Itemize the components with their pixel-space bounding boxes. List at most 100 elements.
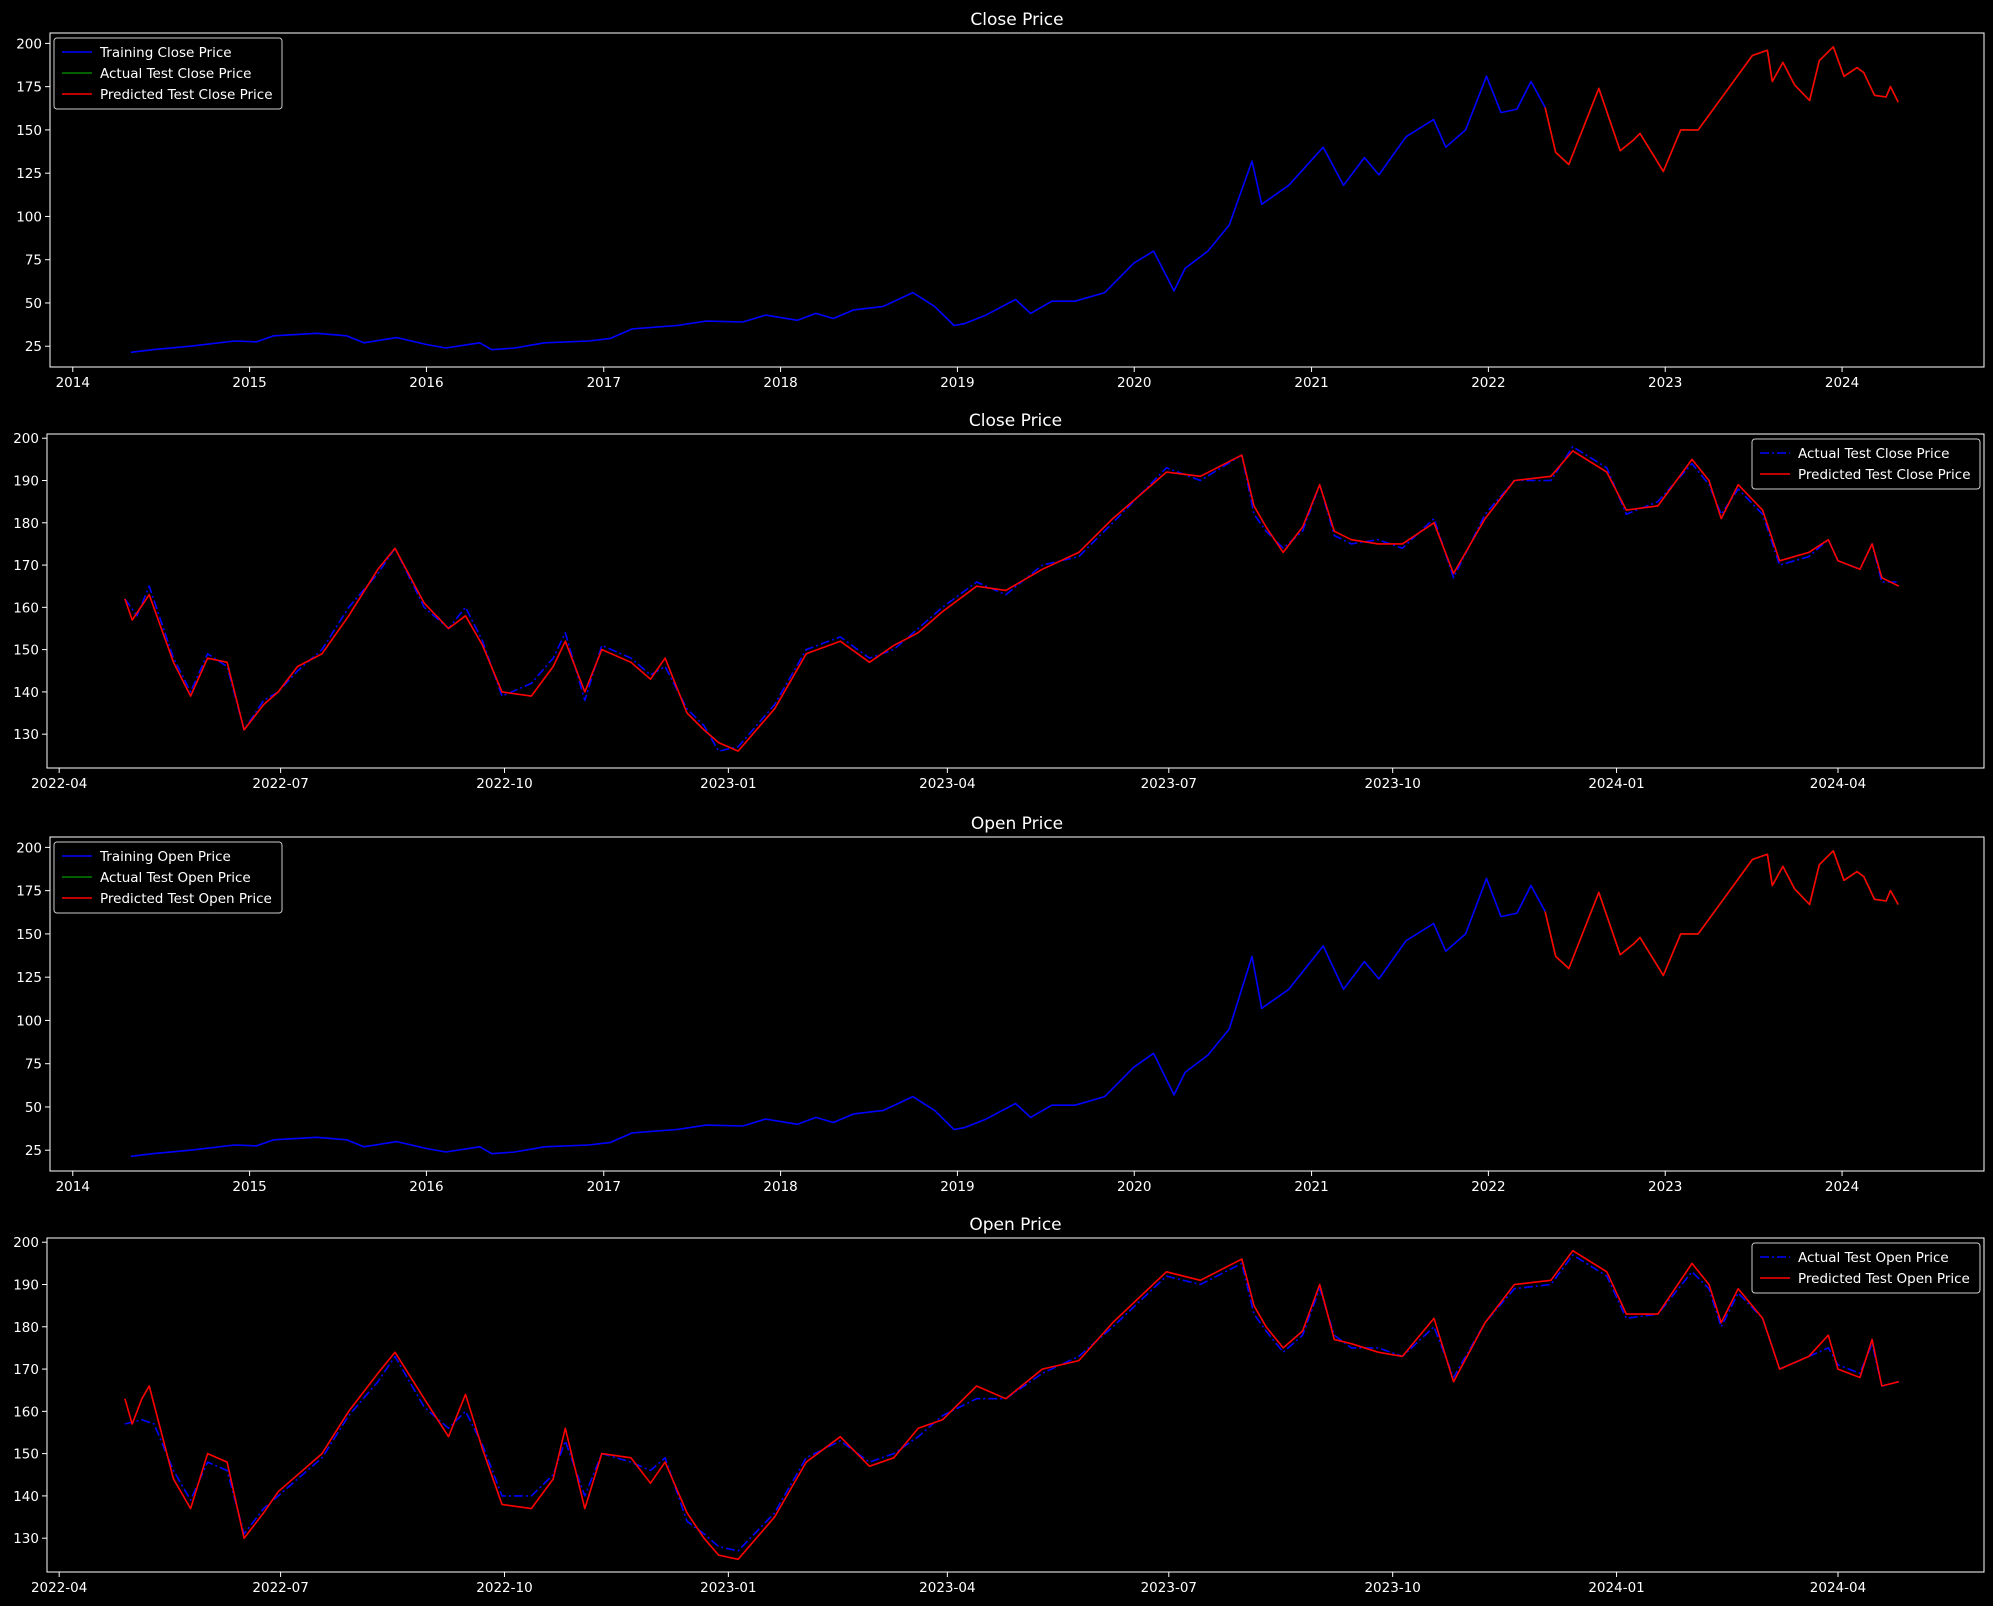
legend-label: Actual Test Open Price <box>100 870 251 886</box>
y-tick-label: 50 <box>25 296 42 312</box>
chart-panel-2: Close Price 2022-04 2022-07 2022-10 2023-01 2… <box>13 411 1985 792</box>
y-tick-label: 175 <box>16 884 42 900</box>
y-tick-label: 130 <box>13 1531 39 1547</box>
series-line-3 <box>1544 849 1899 977</box>
legend-label: Actual Test Close Price <box>1798 446 1949 462</box>
x-tick-label: 2023-07 <box>1141 1580 1197 1596</box>
y-tick-label: 100 <box>16 209 42 225</box>
x-tick-label: 2023-01 <box>700 776 756 792</box>
x-tick-label: 2020 <box>1117 1179 1151 1195</box>
x-tick-label: 2024-01 <box>1588 776 1644 792</box>
chart-title: Open Price <box>969 1215 1061 1235</box>
x-tick-label: 2023 <box>1648 375 1682 391</box>
x-tick-label: 2023-10 <box>1364 1580 1420 1596</box>
x-tick-label: 2023-04 <box>919 1580 975 1596</box>
x-tick-label: 2024 <box>1825 375 1859 391</box>
series-line-3 <box>1544 45 1899 173</box>
x-tick-label: 2023-10 <box>1364 776 1420 792</box>
x-tick-label: 2023-04 <box>919 776 975 792</box>
y-tick-label: 200 <box>16 840 42 856</box>
x-tick-label: 2015 <box>232 375 266 391</box>
y-tick-label: 25 <box>25 339 42 355</box>
x-tick-label: 2017 <box>587 1179 621 1195</box>
chart-panel-4: Open Price 2022-04 2022-07 2022-10 2023-01 20… <box>13 1215 1985 1596</box>
x-tick-label: 2020 <box>1117 375 1151 391</box>
x-tick-label: 2018 <box>763 375 797 391</box>
x-tick-label: 2021 <box>1294 1179 1328 1195</box>
y-tick-label: 140 <box>13 1489 39 1505</box>
x-tick-label: 2022-07 <box>252 776 308 792</box>
legend-box <box>1751 1242 1981 1294</box>
y-tick-label: 50 <box>25 1100 42 1116</box>
x-tick-label: 2017 <box>587 375 621 391</box>
y-tick-label: 125 <box>16 970 42 986</box>
charts-layer: Close Price 2014 2015 2016 2017 2018 2019 2020 2… <box>13 10 1985 1596</box>
x-tick-label: 2022-04 <box>31 1580 87 1596</box>
chart-title: Close Price <box>970 10 1063 30</box>
y-tick-label: 200 <box>16 36 42 52</box>
legend-label: Predicted Test Open Price <box>1798 1271 1970 1287</box>
legend-label: Predicted Test Close Price <box>1798 467 1971 483</box>
legend-box <box>53 841 283 914</box>
legend: Actual Test Close Price Predicted Test Cl… <box>1751 438 1981 490</box>
x-tick-label: 2019 <box>940 1179 974 1195</box>
y-tick-label: 200 <box>13 431 39 447</box>
legend-label: Actual Test Open Price <box>1798 1250 1949 1266</box>
axes-frame <box>49 32 1985 368</box>
legend: Training Open Price Actual Test Open Pric… <box>53 841 283 914</box>
series-line-2 <box>124 450 1900 752</box>
y-tick-label: 100 <box>16 1013 42 1029</box>
y-tick-label: 150 <box>13 643 39 659</box>
y-tick-label: 180 <box>13 1320 39 1336</box>
x-tick-label: 2021 <box>1294 375 1328 391</box>
chart-panel-1: Close Price 2014 2015 2016 2017 2018 2019 2020 2… <box>16 10 1985 391</box>
legend-label: Training Close Price <box>99 45 232 61</box>
y-tick-label: 170 <box>13 1362 39 1378</box>
legend-label: Training Open Price <box>99 849 231 865</box>
x-tick-label: 2024 <box>1825 1179 1859 1195</box>
legend-box <box>1751 438 1981 490</box>
x-tick-label: 2015 <box>232 1179 266 1195</box>
series-line-2 <box>124 1249 1899 1561</box>
x-tick-label: 2022 <box>1471 1179 1505 1195</box>
series-line-1 <box>130 877 1546 1158</box>
y-tick-label: 150 <box>16 927 42 943</box>
x-tick-label: 2014 <box>56 375 90 391</box>
y-tick-label: 140 <box>13 685 39 701</box>
axes-frame <box>49 836 1985 1172</box>
x-tick-label: 2023 <box>1648 1179 1682 1195</box>
chart-title: Open Price <box>971 814 1063 834</box>
x-tick-label: 2023-01 <box>700 1580 756 1596</box>
x-tick-label: 2022-10 <box>476 1580 532 1596</box>
y-tick-label: 160 <box>13 600 39 616</box>
y-tick-label: 200 <box>13 1235 39 1251</box>
series-line-1 <box>124 445 1899 752</box>
y-tick-label: 125 <box>16 166 42 182</box>
y-tick-label: 75 <box>25 253 42 269</box>
y-tick-label: 150 <box>13 1447 39 1463</box>
x-tick-label: 2022-10 <box>476 776 532 792</box>
legend-label: Predicted Test Close Price <box>100 87 273 103</box>
series-group <box>124 1249 1899 1561</box>
series-group <box>130 849 1899 1158</box>
y-tick-label: 160 <box>13 1404 39 1420</box>
x-tick-label: 2024-04 <box>1810 1580 1866 1596</box>
x-tick-label: 2016 <box>409 375 443 391</box>
y-tick-label: 130 <box>13 727 39 743</box>
y-tick-label: 25 <box>25 1143 42 1159</box>
y-tick-label: 180 <box>13 516 39 532</box>
legend-label: Actual Test Close Price <box>100 66 251 82</box>
x-tick-label: 2014 <box>56 1179 90 1195</box>
y-tick-label: 75 <box>25 1057 42 1073</box>
y-tick-label: 170 <box>13 558 39 574</box>
legend: Actual Test Open Price Predicted Test Ope… <box>1751 1242 1981 1294</box>
x-tick-label: 2024-01 <box>1588 1580 1644 1596</box>
x-tick-label: 2022-04 <box>31 776 87 792</box>
series-group <box>130 45 1899 354</box>
legend-label: Predicted Test Open Price <box>100 891 272 907</box>
legend: Training Close Price Actual Test Close Pr… <box>53 37 283 110</box>
series-line-1 <box>130 75 1546 354</box>
x-tick-label: 2016 <box>409 1179 443 1195</box>
